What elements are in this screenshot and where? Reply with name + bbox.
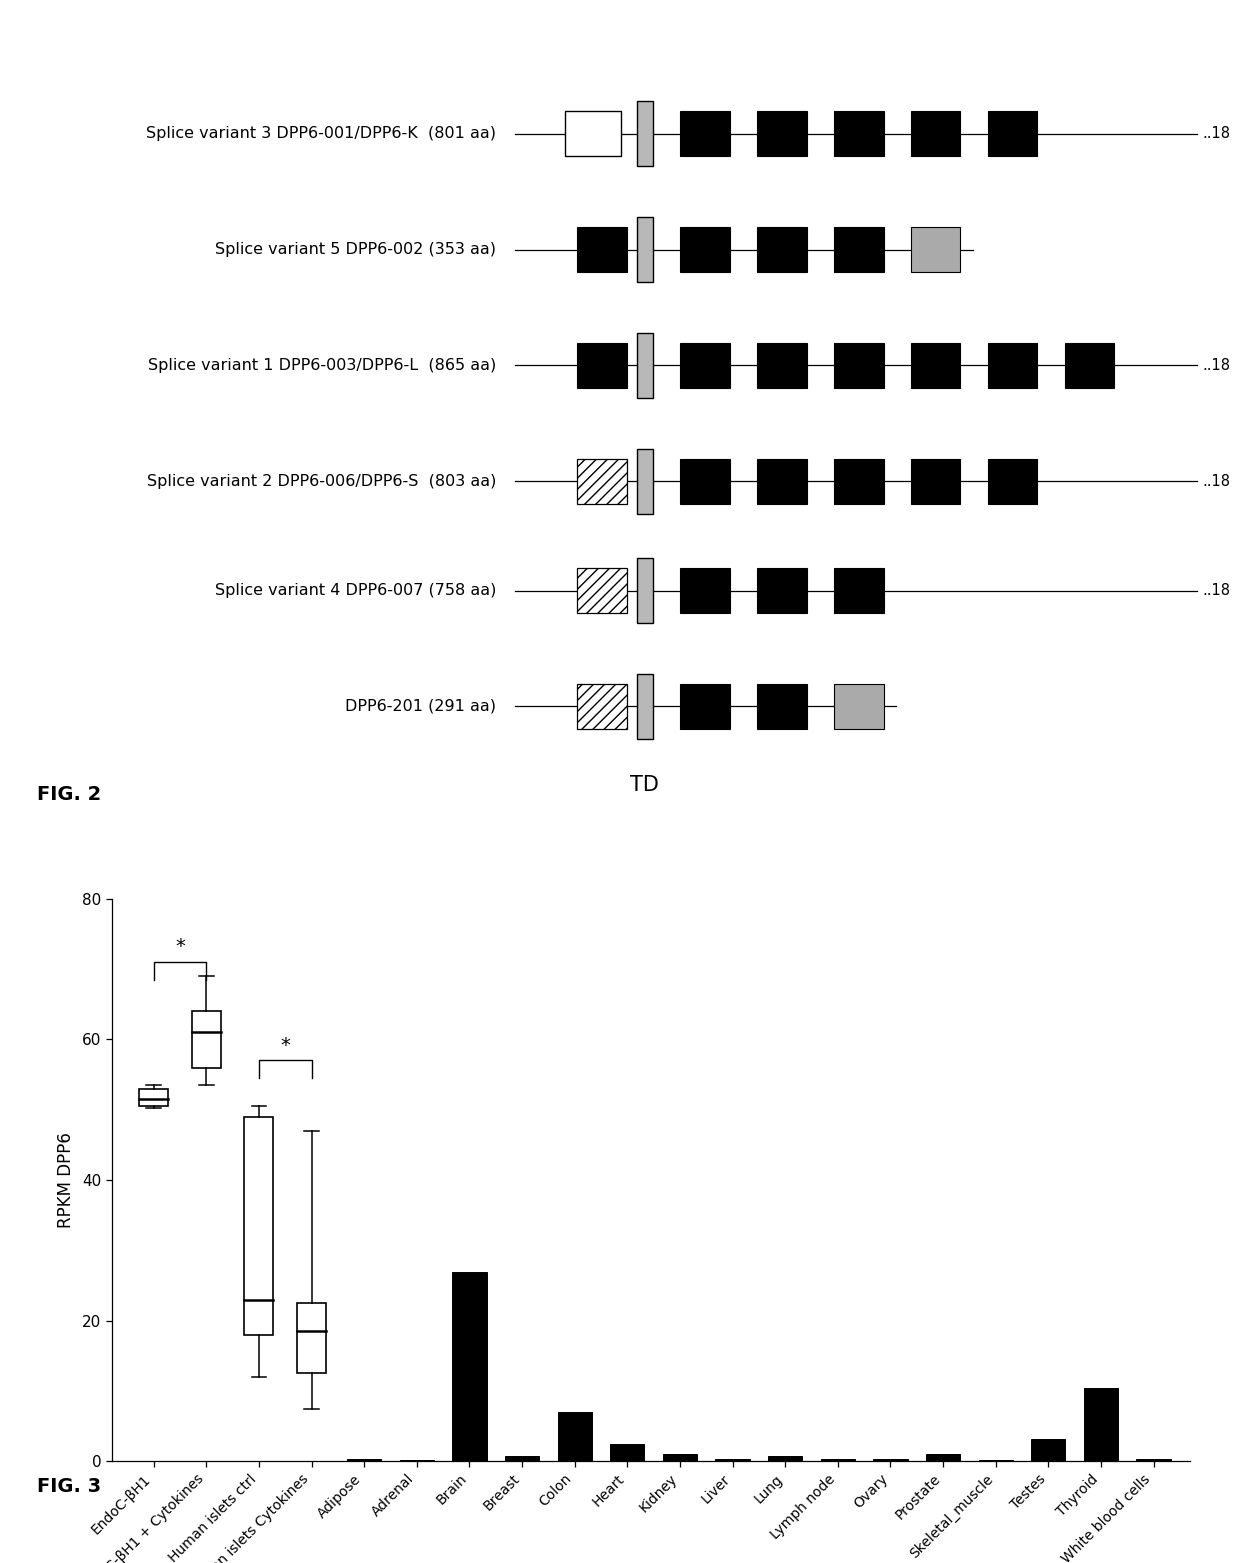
Bar	[835, 460, 884, 503]
Bar	[835, 111, 884, 156]
Text: Splice variant 3 DPP6-001/DPP6-K  (801 aa): Splice variant 3 DPP6-001/DPP6-K (801 aa…	[146, 127, 496, 141]
Bar	[558, 1413, 591, 1461]
Bar	[821, 1458, 854, 1461]
Bar	[1136, 1458, 1171, 1461]
Bar	[637, 333, 653, 399]
Text: ..18: ..18	[1203, 474, 1231, 489]
Bar	[1084, 1388, 1118, 1461]
Bar	[505, 1455, 539, 1461]
Bar	[756, 344, 807, 388]
Bar	[911, 344, 961, 388]
Bar	[835, 685, 884, 728]
Bar	[578, 227, 627, 272]
Bar	[1065, 344, 1115, 388]
Bar	[610, 1444, 645, 1461]
Bar	[637, 674, 653, 739]
Bar	[680, 685, 729, 728]
Bar	[578, 685, 627, 728]
Bar	[680, 460, 729, 503]
Bar	[139, 1088, 169, 1107]
Bar	[680, 569, 729, 613]
Bar	[756, 569, 807, 613]
Text: DPP6-201 (291 aa): DPP6-201 (291 aa)	[345, 699, 496, 714]
Bar	[680, 227, 729, 272]
Bar	[637, 217, 653, 281]
Y-axis label: RPKM DPP6: RPKM DPP6	[57, 1132, 74, 1229]
Bar	[680, 111, 729, 156]
Bar	[578, 460, 627, 503]
Bar	[637, 102, 653, 166]
Bar	[637, 449, 653, 514]
Bar	[873, 1458, 908, 1461]
Bar	[756, 460, 807, 503]
Bar	[988, 344, 1038, 388]
Bar	[347, 1460, 382, 1461]
Bar	[192, 1011, 221, 1068]
Bar	[715, 1458, 750, 1461]
Bar	[926, 1454, 960, 1461]
Bar	[244, 1116, 273, 1335]
Text: ..18: ..18	[1203, 583, 1231, 599]
Bar	[663, 1454, 697, 1461]
Bar	[565, 111, 621, 156]
Text: ..18: ..18	[1203, 358, 1231, 374]
Bar	[680, 344, 729, 388]
Bar	[756, 111, 807, 156]
Bar	[578, 344, 627, 388]
Text: FIG. 2: FIG. 2	[37, 785, 102, 803]
Bar	[453, 1272, 486, 1461]
Text: Splice variant 1 DPP6-003/DPP6-L  (865 aa): Splice variant 1 DPP6-003/DPP6-L (865 aa…	[148, 358, 496, 374]
Text: Splice variant 5 DPP6-002 (353 aa): Splice variant 5 DPP6-002 (353 aa)	[215, 242, 496, 256]
Bar	[768, 1457, 802, 1461]
Bar	[988, 460, 1038, 503]
Bar	[756, 685, 807, 728]
Bar	[988, 111, 1038, 156]
Bar	[1032, 1440, 1065, 1461]
Bar	[911, 460, 961, 503]
Bar	[578, 569, 627, 613]
Text: ..18: ..18	[1203, 127, 1231, 141]
Bar	[835, 227, 884, 272]
Bar	[637, 558, 653, 624]
Bar	[756, 227, 807, 272]
Bar	[911, 111, 961, 156]
Text: *: *	[175, 938, 185, 957]
Bar	[911, 227, 961, 272]
Text: TD: TD	[630, 775, 660, 794]
Text: Splice variant 4 DPP6-007 (758 aa): Splice variant 4 DPP6-007 (758 aa)	[215, 583, 496, 599]
Text: Splice variant 2 DPP6-006/DPP6-S  (803 aa): Splice variant 2 DPP6-006/DPP6-S (803 aa…	[146, 474, 496, 489]
Text: FIG. 3: FIG. 3	[37, 1477, 102, 1496]
Text: *: *	[280, 1036, 290, 1055]
Bar	[298, 1304, 326, 1374]
Bar	[835, 569, 884, 613]
Bar	[835, 344, 884, 388]
